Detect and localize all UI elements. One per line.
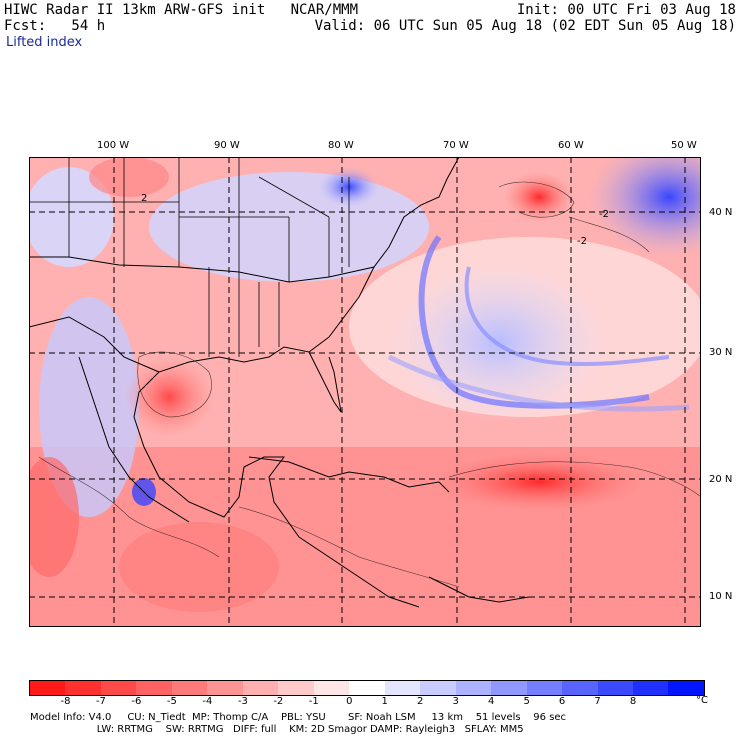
colorbar-swatch (278, 681, 314, 695)
colorbar-tick-label: -1 (308, 696, 319, 707)
colorbar-swatch (491, 681, 527, 695)
colorbar-tick-label: 6 (558, 696, 566, 707)
colorbar-swatch (668, 681, 704, 695)
colorbar-swatch (171, 681, 208, 695)
coastlines (29, 157, 530, 608)
colorbar-swatch (65, 681, 101, 695)
lifted-index-map: 2 -2 -2 (29, 157, 701, 627)
colorbar-tick-label: -5 (166, 696, 177, 707)
footer-model-info-1: Model Info: V4.0 CU: N_Tiedt MP: Thomp C… (30, 712, 567, 723)
colorbar-swatch (313, 681, 350, 695)
field-swirl-arc-3 (387, 354, 690, 412)
colorbar-swatch (136, 681, 172, 695)
colorbar-swatch (632, 681, 669, 695)
colorbar-swatch (384, 681, 421, 695)
colorbar-tick-label: -7 (95, 696, 106, 707)
field-nw-atlantic-red (504, 172, 574, 222)
colorbar-tick-label: -2 (273, 696, 284, 707)
field-plains-blue (29, 167, 114, 267)
colorbar-tick-label: 7 (594, 696, 601, 707)
colorbar-tick-label: 0 (346, 696, 353, 707)
colorbar (29, 680, 705, 696)
lat-label-20n: 20 N (709, 474, 733, 485)
field-northeast-blue (589, 157, 701, 257)
colorbar-unit: °C (696, 695, 708, 706)
lon-label-50w: 50 W (671, 140, 697, 151)
colorbar-swatch (526, 681, 563, 695)
field-name: Lifted index (6, 35, 83, 50)
contour-label-atlantic-1: -2 (599, 209, 609, 220)
map-border (29, 157, 701, 627)
field-atlantic-red (429, 452, 649, 512)
lon-label-90w: 90 W (214, 140, 240, 151)
title-left: HIWC Radar II 13km ARW-GFS init NCAR/MMM (4, 2, 359, 18)
lat-label-40n: 40 N (709, 207, 733, 218)
colorbar-swatch (207, 681, 243, 695)
field-swirl-arc-1 (418, 235, 650, 409)
colorbar-tick-label: 2 (417, 696, 424, 707)
graticule (29, 157, 701, 627)
colorbar-swatch (562, 681, 598, 695)
contour-label-plains: 2 (141, 193, 147, 204)
colorbar-swatch (100, 681, 137, 695)
colorbar-tick-label: 8 (629, 696, 637, 707)
contours (38, 181, 701, 588)
field-swirl-arc-2 (464, 266, 670, 367)
colorbar-swatch (455, 681, 492, 695)
lat-label-30n: 30 N (709, 347, 733, 358)
footer-model-info-2: LW: RRTMG SW: RRTMG DIFF: full KM: 2D Sm… (30, 724, 524, 735)
colorbar-tick-label: -6 (131, 696, 142, 707)
forecast-hour: Fcst: 54 h (4, 18, 106, 34)
field-texas-red (124, 357, 214, 437)
colorbar-tick-label: 4 (487, 696, 495, 707)
init-time: Init: 00 UTC Fri 03 Aug 18 (516, 2, 736, 18)
colorbar-tick-label: 3 (452, 696, 459, 707)
colorbar-swatch (349, 681, 385, 695)
lon-label-60w: 60 W (558, 140, 584, 151)
colorbar-tick-label: 5 (523, 696, 530, 707)
colorbar-swatch (30, 681, 66, 695)
lon-label-100w: 100 W (97, 140, 130, 151)
state-borders (29, 157, 350, 357)
valid-time: Valid: 06 UTC Sun 05 Aug 18 (02 EDT Sun … (314, 18, 736, 34)
colorbar-tick-label: -4 (202, 696, 213, 707)
colorbar-tick-label: 1 (381, 696, 388, 707)
colorbar-swatch (597, 681, 633, 695)
field-epac-red (119, 522, 279, 612)
lon-label-80w: 80 W (328, 140, 354, 151)
colorbar-tick-label: -3 (237, 696, 248, 707)
field-pacific-red (29, 457, 79, 577)
contour-label-atlantic-2: -2 (577, 236, 587, 247)
colorbar-swatch (420, 681, 456, 695)
field-north-red (89, 157, 169, 197)
lat-label-10n: 10 N (709, 591, 733, 602)
lon-label-70w: 70 W (443, 140, 469, 151)
colorbar-tick-label: -8 (60, 696, 71, 707)
colorbar-swatch (242, 681, 279, 695)
